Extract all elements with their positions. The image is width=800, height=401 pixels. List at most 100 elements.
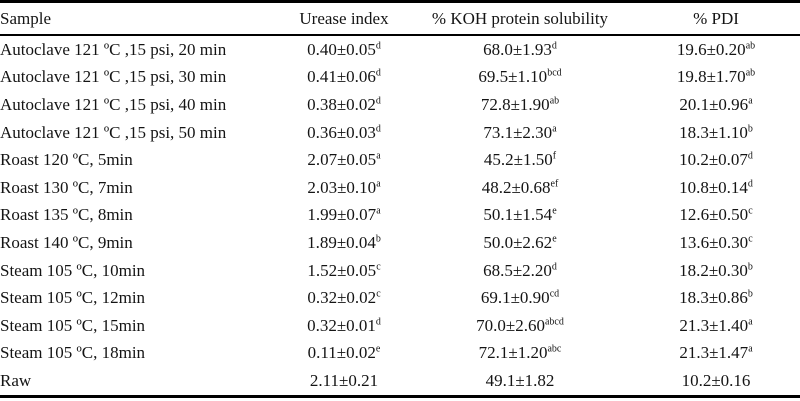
cell-value: 48.2±0.68 <box>481 177 551 197</box>
cell-value: 0.38±0.02 <box>307 94 376 114</box>
significance-superscript: b <box>747 288 753 300</box>
urease-cell: 2.03±0.10a <box>280 174 408 202</box>
significance-superscript: ef <box>550 178 559 190</box>
column-header-urease-index: Urease index <box>299 8 389 28</box>
cell-value: 0.32±0.01 <box>307 315 376 335</box>
sample-cell: Roast 135 ºC, 8min <box>0 205 133 225</box>
pdi-cell: 10.8±0.14d <box>632 174 800 202</box>
significance-superscript: d <box>375 316 381 328</box>
urease-cell: 0.11±0.02e <box>280 340 408 368</box>
cell-value: 1.52±0.05 <box>307 260 377 280</box>
koh-cell: 45.2±1.50f <box>408 146 632 174</box>
koh-cell: 48.2±0.68ef <box>408 174 632 202</box>
header-row: Sample Urease index % KOH protein solubi… <box>0 2 800 35</box>
cell-value: 69.1±0.90 <box>480 288 550 308</box>
cell-value: 73.1±2.30 <box>483 122 553 142</box>
significance-superscript: a <box>748 316 753 328</box>
cell-value: 18.3±1.10 <box>679 122 748 142</box>
sample-cell: Steam 105 ºC, 18min <box>0 343 146 363</box>
significance-superscript: e <box>375 343 381 355</box>
significance-superscript: ab <box>549 95 560 107</box>
cell-value: 49.1±1.82 <box>485 370 555 390</box>
table-row: Autoclave 121 ºC ,15 psi, 50 min 0.36±0.… <box>0 119 800 147</box>
cell-value: 0.40±0.05 <box>307 39 376 59</box>
koh-cell: 68.0±1.93d <box>408 35 632 64</box>
cell-value: 10.2±0.16 <box>681 370 751 390</box>
sample-cell: Autoclave 121 ºC ,15 psi, 30 min <box>0 67 227 87</box>
cell-value: 10.2±0.07 <box>679 150 748 170</box>
koh-cell: 69.5±1.10bcd <box>408 64 632 92</box>
urease-cell: 2.11±0.21 <box>280 367 408 396</box>
table-row: Autoclave 121 ºC ,15 psi, 20 min 0.40±0.… <box>0 35 800 64</box>
cell-value: 20.1±0.96 <box>679 94 749 114</box>
pdi-cell: 21.3±1.40a <box>632 312 800 340</box>
significance-superscript: c <box>748 233 753 245</box>
column-header-pdi: % PDI <box>693 8 739 28</box>
cell-value: 12.6±0.50 <box>679 205 749 225</box>
significance-superscript: d <box>375 67 381 79</box>
koh-cell: 50.1±1.54e <box>408 202 632 230</box>
table-body: Autoclave 121 ºC ,15 psi, 20 min 0.40±0.… <box>0 35 800 396</box>
table-row: Steam 105 ºC, 18min 0.11±0.02e 72.1±1.20… <box>0 340 800 368</box>
significance-superscript: a <box>748 343 753 355</box>
significance-superscript: a <box>376 178 381 190</box>
significance-superscript: abcd <box>544 316 564 328</box>
cell-value: 50.1±1.54 <box>483 205 553 225</box>
significance-superscript: c <box>376 288 381 300</box>
sample-cell: Autoclave 121 ºC ,15 psi, 20 min <box>0 39 227 59</box>
koh-cell: 69.1±0.90cd <box>408 284 632 312</box>
significance-superscript: bcd <box>547 67 562 79</box>
significance-superscript: e <box>552 233 557 245</box>
significance-superscript: a <box>748 95 753 107</box>
cell-value: 72.1±1.20 <box>478 343 548 363</box>
koh-cell: 49.1±1.82 <box>408 367 632 396</box>
table-row: Steam 105 ºC, 15min 0.32±0.01d 70.0±2.60… <box>0 312 800 340</box>
table-row: Steam 105 ºC, 12min 0.32±0.02c 69.1±0.90… <box>0 284 800 312</box>
sample-cell: Roast 120 ºC, 5min <box>0 150 133 170</box>
significance-superscript: d <box>551 40 557 52</box>
cell-value: 13.6±0.30 <box>679 232 749 252</box>
koh-cell: 68.5±2.20d <box>408 257 632 285</box>
urease-cell: 0.40±0.05d <box>280 35 408 64</box>
cell-value: 21.3±1.40 <box>679 315 749 335</box>
pdi-cell: 21.3±1.47a <box>632 340 800 368</box>
cell-value: 19.6±0.20 <box>676 39 746 59</box>
pdi-cell: 18.2±0.30b <box>632 257 800 285</box>
significance-superscript: d <box>375 122 381 134</box>
koh-cell: 73.1±2.30a <box>408 119 632 147</box>
significance-superscript: b <box>747 122 753 134</box>
significance-superscript: e <box>552 205 557 217</box>
significance-superscript: f <box>552 150 557 162</box>
significance-superscript: d <box>375 95 381 107</box>
significance-superscript: d <box>747 150 753 162</box>
significance-superscript: b <box>375 233 381 245</box>
pdi-cell: 20.1±0.96a <box>632 91 800 119</box>
cell-value: 21.3±1.47 <box>679 343 749 363</box>
pdi-cell: 19.6±0.20ab <box>632 35 800 64</box>
cell-value: 0.36±0.03 <box>307 122 376 142</box>
column-header-koh-solubility: % KOH protein solubility <box>431 8 609 28</box>
significance-superscript: ab <box>745 40 756 52</box>
significance-superscript: a <box>376 150 381 162</box>
koh-cell: 72.1±1.20abc <box>408 340 632 368</box>
cell-value: 68.5±2.20 <box>483 260 552 280</box>
cell-value: 72.8±1.90 <box>480 94 550 114</box>
urease-cell: 1.99±0.07a <box>280 202 408 230</box>
urease-cell: 0.36±0.03d <box>280 119 408 147</box>
urease-cell: 0.32±0.02c <box>280 284 408 312</box>
cell-value: 18.2±0.30 <box>679 260 748 280</box>
table-row: Autoclave 121 ºC ,15 psi, 40 min 0.38±0.… <box>0 91 800 119</box>
cell-value: 68.0±1.93 <box>483 39 552 59</box>
koh-cell: 72.8±1.90ab <box>408 91 632 119</box>
pdi-cell: 19.8±1.70ab <box>632 64 800 92</box>
cell-value: 0.32±0.02 <box>307 288 377 308</box>
urease-cell: 1.89±0.04b <box>280 229 408 257</box>
urease-cell: 0.41±0.06d <box>280 64 408 92</box>
table-row: Autoclave 121 ºC ,15 psi, 30 min 0.41±0.… <box>0 64 800 92</box>
sample-cell: Raw <box>0 370 32 390</box>
cell-value: 0.41±0.06 <box>307 67 376 87</box>
column-header-sample: Sample <box>0 8 51 28</box>
significance-superscript: a <box>552 122 557 134</box>
